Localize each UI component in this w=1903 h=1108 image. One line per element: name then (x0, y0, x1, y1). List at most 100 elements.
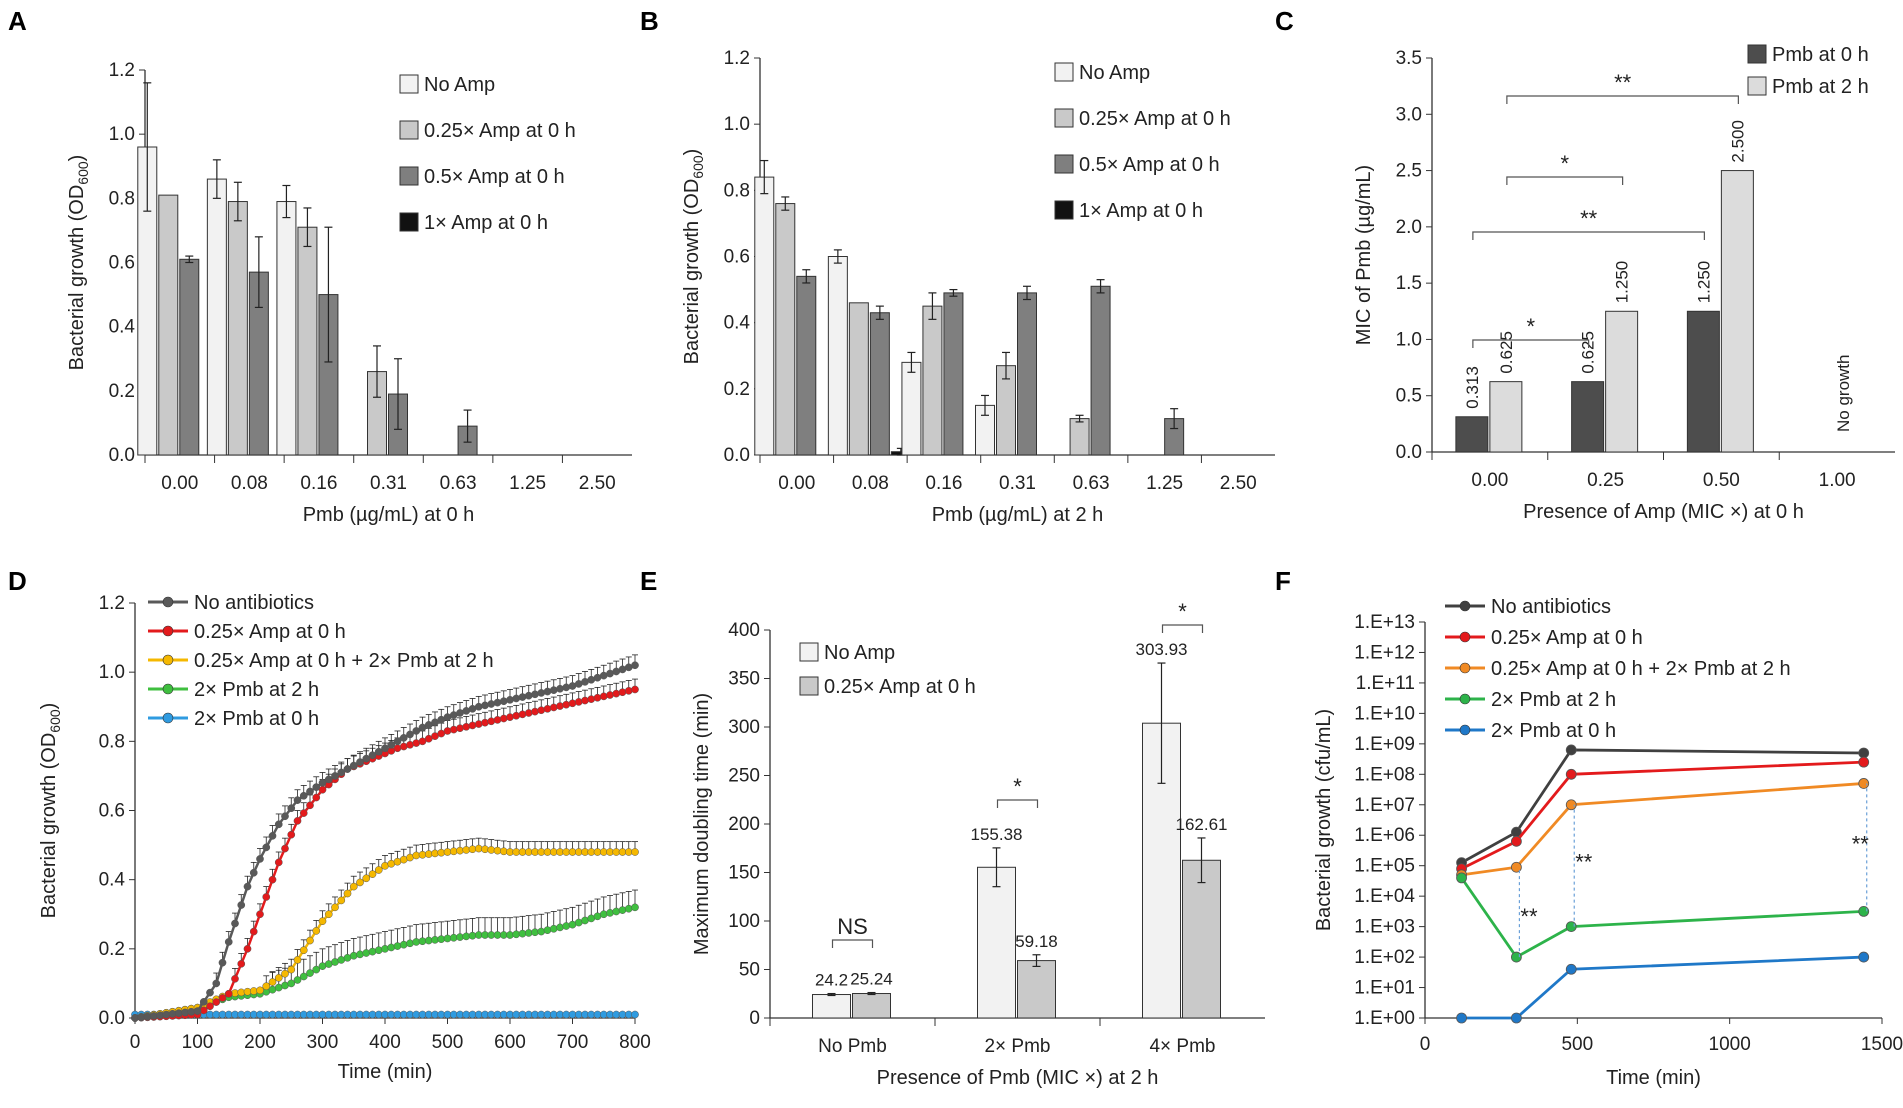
y-axis-title-E: Maximum doubling time (min) (691, 693, 713, 955)
ytick-label-F-1: 1.E+01 (1354, 978, 1415, 999)
ytick-label-E-0: 0 (749, 1008, 760, 1029)
ytick-label-F-11: 1.E+11 (1356, 673, 1415, 694)
point-D-1-72 (581, 696, 589, 705)
ytick-label-D-0: 0.0 (99, 1008, 125, 1029)
point-D-0-57 (487, 700, 496, 708)
bar-A-0-2 (276, 201, 297, 456)
x-axis-title-A: Pmb (µg/mL) at 0 h (303, 504, 475, 526)
point-F-1-2 (1565, 768, 1577, 780)
xtick-label-D-7: 700 (557, 1032, 589, 1053)
bracket-E-1 (996, 799, 1039, 808)
ytick-label-F-13: 1.E+13 (1354, 612, 1415, 633)
ytick-label-D-1: 0.2 (99, 939, 125, 960)
xtick-label-C-2: 0.50 (1703, 470, 1740, 491)
panel-letter-A: A (8, 6, 27, 36)
point-D-1-52 (456, 724, 464, 733)
legend-swatch-E-1 (799, 676, 819, 696)
sig-label-C-3: ** (1614, 70, 1632, 95)
point-D-1-53 (462, 722, 471, 731)
ytick-label-F-10: 1.E+10 (1354, 703, 1415, 724)
legend-label-F-4: 2× Pmb at 0 h (1491, 720, 1616, 742)
point-D-0-25 (287, 804, 296, 813)
point-D-1-74 (593, 693, 602, 702)
point-D-2-29 (312, 927, 321, 935)
legend-label-B-2: 0.5× Amp at 0 h (1079, 154, 1220, 176)
ytick-label-D-6: 1.2 (99, 593, 125, 614)
bar-E-0-0 (812, 994, 851, 1019)
sig-label-C-0: * (1526, 314, 1535, 339)
point-D-3-79 (624, 904, 633, 913)
bar-A-0-1 (206, 178, 227, 456)
ytick-label-C-4: 2.0 (1396, 217, 1422, 238)
point-D-0-20 (256, 855, 264, 863)
point-D-0-23 (274, 820, 283, 829)
bar-C-0-1 (1571, 381, 1605, 453)
legend-swatch-B-1 (1054, 108, 1074, 128)
ytick-label-C-5: 2.5 (1396, 161, 1422, 182)
bracket-C-0 (1472, 339, 1590, 348)
legend-label-F-1: 0.25× Amp at 0 h (1491, 627, 1643, 649)
data-label-C-0-1: 0.625 (1579, 331, 1598, 374)
xtick-label-F-3: 1500 (1861, 1034, 1903, 1055)
xtick-label-B-1: 0.08 (852, 473, 889, 494)
point-D-0-41 (387, 740, 396, 749)
point-D-1-27 (299, 809, 308, 817)
point-D-1-80 (631, 685, 639, 694)
bar-E-1-2 (1182, 859, 1221, 1019)
point-D-3-76 (606, 909, 614, 917)
point-D-1-62 (518, 710, 527, 719)
point-D-3-75 (599, 910, 608, 919)
legend-marker-D-2 (162, 654, 174, 666)
ytick-label-B-5: 1.0 (724, 114, 750, 135)
point-D-1-79 (624, 686, 633, 695)
xtick-label-E-0: No Pmb (818, 1036, 887, 1057)
bar-B-2-0 (796, 275, 817, 456)
legend-swatch-A-2 (399, 166, 419, 186)
x-axis-title-C: Presence of Amp (MIC ×) at 0 h (1523, 501, 1804, 523)
bar-B-1-2 (922, 305, 943, 456)
point-D-2-39 (374, 866, 383, 874)
point-D-3-66 (543, 926, 552, 935)
point-D-1-13 (212, 998, 221, 1006)
ytick-label-B-3: 0.6 (724, 247, 750, 268)
y-axis-title-C: MIC of Pmb (µg/mL) (1353, 165, 1375, 345)
legend-label-C-1: Pmb at 2 h (1772, 76, 1869, 98)
point-D-1-66 (543, 704, 552, 713)
bar-B-1-4 (1069, 418, 1090, 456)
legend-label-B-0: No Amp (1079, 62, 1150, 84)
point-D-2-31 (324, 910, 333, 919)
point-D-1-59 (499, 714, 508, 723)
point-D-0-38 (368, 751, 377, 760)
point-D-3-44 (406, 939, 414, 948)
ytick-label-F-12: 1.E+12 (1354, 642, 1415, 663)
point-D-0-24 (281, 812, 289, 821)
series-line-F-0 (1460, 748, 1864, 864)
point-D-0-67 (549, 686, 558, 695)
point-D-1-70 (568, 699, 577, 708)
point-D-1-50 (443, 727, 452, 735)
ytick-label-B-6: 1.2 (724, 48, 750, 69)
xtick-label-B-5: 1.25 (1146, 473, 1183, 494)
point-D-0-13 (212, 979, 221, 988)
point-D-1-19 (249, 927, 258, 936)
bar-B-0-2 (901, 361, 922, 456)
ytick-label-E-4: 200 (728, 814, 760, 835)
point-D-2-25 (287, 965, 296, 974)
point-D-1-51 (449, 725, 458, 734)
xtick-label-F-0: 0 (1420, 1034, 1431, 1055)
y-axis-title-F: Bacterial growth (cfu/mL) (1313, 709, 1335, 931)
bar-B-2-3 (1017, 292, 1037, 456)
bar-A-1-2 (297, 226, 318, 456)
point-D-0-63 (524, 691, 533, 700)
ytick-label-F-2: 1.E+02 (1354, 947, 1415, 968)
point-F-4-3 (1858, 951, 1870, 963)
no-growth-label: No growth (1834, 355, 1853, 432)
legend-label-C-0: Pmb at 0 h (1772, 44, 1869, 66)
point-D-1-14 (218, 994, 227, 1002)
ytick-label-B-4: 0.8 (724, 180, 750, 201)
legend-swatch-A-1 (399, 120, 419, 140)
point-D-4-80 (631, 1010, 639, 1019)
y-axis-title-B: Bacterial growth (OD600) (681, 149, 706, 365)
ytick-label-C-1: 0.5 (1396, 386, 1422, 407)
